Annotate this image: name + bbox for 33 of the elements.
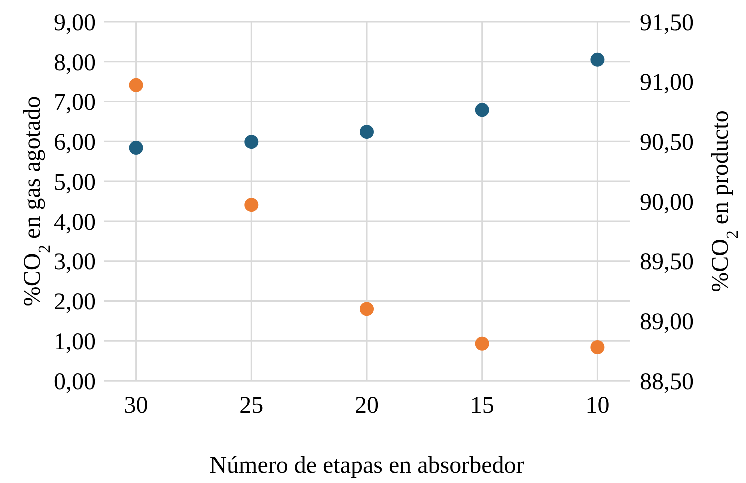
y2-tick-label: 90,50	[640, 130, 694, 156]
y2-tick-label: 88,50	[640, 369, 694, 396]
y2-tick-label: 89,00	[640, 310, 694, 336]
point	[360, 125, 374, 140]
point	[590, 340, 605, 354]
y2-tick-label: 90,00	[640, 190, 694, 216]
y-tick-label: 2,00	[54, 290, 96, 316]
y2-tick-label: 91,00	[640, 70, 694, 96]
y-tick-label: 7,00	[54, 90, 96, 116]
y2-tick-label: 89,50	[640, 250, 694, 276]
point	[590, 52, 605, 67]
x-tick-label: 20	[355, 393, 379, 419]
y-tick-label: 3,00	[54, 250, 96, 276]
y-tick-label: 0,00	[54, 369, 96, 396]
point	[244, 135, 259, 150]
x-tick-label: 10	[586, 393, 610, 419]
point	[360, 302, 374, 316]
y-tick-label: 6,00	[54, 130, 96, 156]
y-tick-label: 4,00	[54, 210, 96, 236]
x-tick-label: 30	[124, 393, 148, 419]
point	[244, 198, 259, 212]
y-tick-label: 8,00	[54, 50, 96, 76]
x-axis-title: Número de etapas en absorbedor	[210, 453, 524, 479]
point	[129, 78, 144, 92]
x-tick-label: 15	[470, 393, 494, 419]
y-tick-label: 1,00	[54, 330, 96, 356]
y2-tick-label: 91,50	[640, 10, 694, 36]
y-tick-label: 9,00	[54, 10, 96, 36]
point	[129, 141, 144, 156]
x-tick-label: 25	[240, 393, 264, 419]
y-tick-label: 5,00	[54, 170, 96, 196]
point	[475, 103, 490, 118]
point	[475, 336, 490, 351]
